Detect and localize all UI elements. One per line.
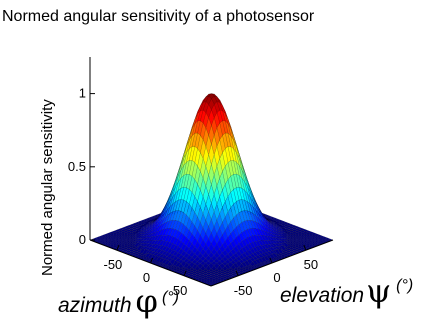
z-tick-label: 1 [79,86,86,101]
elevation-tick-mark [269,257,273,264]
z-tick-label: 0.5 [68,159,86,174]
azimuth-axis-label: azimuth φ (°) [58,282,179,320]
chart-title: Normed angular sensitivity of a photosen… [2,8,315,25]
surface-plot [89,93,334,287]
elevation-tick-label: -50 [234,283,253,298]
azimuth-label-text: azimuth [58,294,132,317]
azimuth-tick-mark [150,257,153,264]
z-tick-label: 0 [79,232,86,247]
elevation-tick-mark [235,270,239,276]
phi-symbol: φ [136,282,158,320]
elevation-tick-label: 50 [304,257,318,272]
elevation-axis-label: elevationψ (°) [280,272,413,310]
elevation-tick-label: 0 [273,270,280,285]
azimuth-tick-label: 50 [173,283,187,298]
psi-symbol: ψ [366,272,391,310]
tick-labels: 0 0.5 1 -50 0 50 -50 0 50 [68,86,318,298]
azimuth-tick-mark [183,270,187,276]
azimuth-tick-label: 0 [143,270,150,285]
azimuth-tick-mark [116,245,120,251]
z-axis-label: Normed angular sensitivity [39,99,56,276]
azimuth-tick-label: -50 [103,257,122,272]
azimuth-unit: (°) [162,289,179,306]
elevation-unit: (°) [396,277,413,294]
elevation-label-text: elevation [280,284,364,307]
elevation-tick-mark [303,245,307,251]
